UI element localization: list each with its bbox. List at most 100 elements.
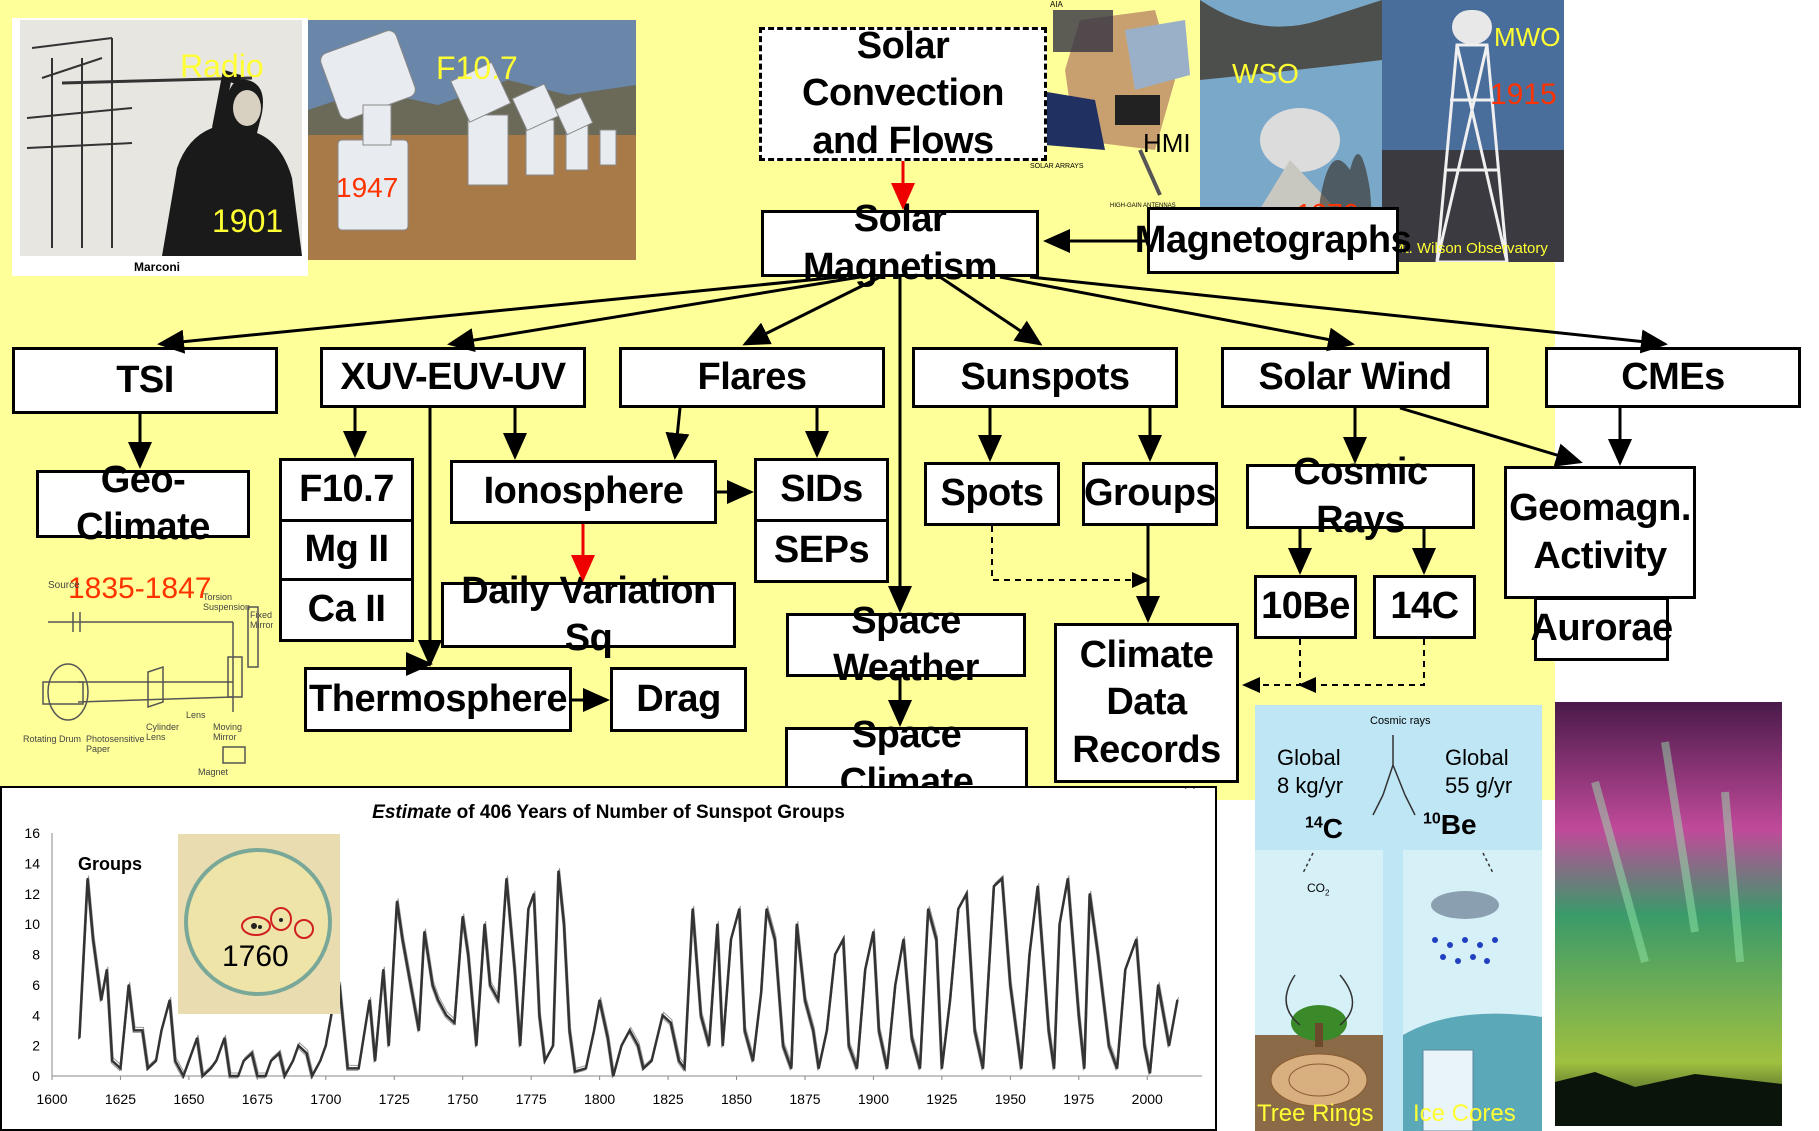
- data-point: [965, 892, 968, 895]
- mwo-caption: Mt. Wilson Observatory: [1392, 240, 1548, 257]
- box-cosmic-rays: Cosmic Rays: [1246, 451, 1475, 541]
- data-point: [513, 968, 516, 971]
- data-point: [765, 908, 768, 910]
- magnetometer-moving-label: Moving Mirror: [213, 722, 243, 742]
- data-point: [557, 870, 560, 872]
- box-groups: Groups: [1082, 462, 1218, 526]
- data-point: [941, 1067, 943, 1070]
- data-point: [201, 1075, 204, 1077]
- aurora-photo: [1555, 702, 1782, 1126]
- data-point: [160, 1029, 163, 1032]
- data-point: [92, 938, 94, 941]
- data-point: [357, 1067, 360, 1070]
- x-tick-label: 1950: [995, 1091, 1026, 1107]
- x-tick-label: 1725: [379, 1091, 410, 1107]
- data-point: [774, 938, 776, 941]
- marconi-radio-label: Radio: [180, 48, 264, 84]
- data-point: [86, 877, 89, 880]
- data-point: [431, 984, 434, 986]
- data-point: [826, 1029, 828, 1032]
- box-mg2: Mg II: [279, 519, 414, 581]
- data-point: [237, 1075, 239, 1077]
- data-point: [1083, 1067, 1086, 1070]
- data-point: [716, 923, 719, 925]
- data-point: [1009, 984, 1012, 986]
- data-point: [401, 938, 404, 941]
- box-aurorae: Aurorae: [1530, 597, 1673, 661]
- data-point: [182, 1075, 185, 1077]
- x-tick-label: 1800: [584, 1091, 615, 1107]
- data-point: [708, 1044, 710, 1047]
- data-point: [738, 908, 741, 910]
- data-point: [598, 999, 601, 1001]
- f107-photo-label: F10.7: [436, 50, 518, 86]
- data-point: [878, 1029, 880, 1032]
- data-point: [215, 1060, 218, 1062]
- box-magnetographs: Magnetographs: [1135, 207, 1412, 274]
- data-point: [620, 1044, 623, 1047]
- data-point: [467, 953, 469, 956]
- x-tick-label: 1675: [242, 1091, 273, 1107]
- cosmic-ray-diagram: Cosmic rays Global 8 kg/yr Global 55 g/y…: [1255, 705, 1542, 1131]
- data-point: [527, 908, 530, 910]
- data-point: [790, 1067, 793, 1070]
- x-tick-label: 1750: [447, 1091, 478, 1107]
- x-tick-label: 1850: [721, 1091, 752, 1107]
- data-point: [210, 1067, 212, 1070]
- be10-text: Be: [1440, 809, 1477, 840]
- box-xuv: XUV-EUV-UV: [320, 347, 586, 408]
- data-point: [993, 885, 995, 887]
- chart-title-rest: of 406 Years of Number of Sunspot Groups: [451, 802, 845, 823]
- data-point: [834, 953, 836, 956]
- magnetometer-torsion-label: Torsion Suspension: [203, 592, 251, 612]
- box-tsi: TSI: [12, 347, 278, 414]
- y-tick-label: 8: [32, 947, 40, 963]
- box-daily-variation: Daily Variation Sq: [441, 570, 736, 659]
- data-point: [1116, 1067, 1118, 1070]
- magnetometer-paper-label: Photosensitive Paper: [86, 734, 145, 754]
- box-solar-magnetism: Solar Magnetism: [761, 198, 1039, 288]
- data-point: [782, 1044, 784, 1047]
- data-point: [752, 1060, 754, 1062]
- box-thermosphere: Thermosphere: [304, 667, 572, 732]
- hmi-diagram: AIA SOLAR ARRAYS HIGH-GAIN ANTENNAS HMI: [1025, 0, 1200, 210]
- data-point: [270, 1060, 272, 1062]
- data-point: [856, 1067, 858, 1070]
- magnetometer-year: 1835-1847: [68, 572, 212, 605]
- chart-ylabel: Groups: [78, 854, 143, 874]
- box-sunspots: Sunspots: [912, 347, 1178, 408]
- magnetometer-cylinder-label: Cylinder Lens: [146, 722, 180, 742]
- marconi-image: [20, 20, 302, 256]
- x-tick-label: 1625: [105, 1091, 136, 1107]
- data-point: [264, 1075, 267, 1077]
- data-point: [1088, 892, 1091, 895]
- data-point: [795, 923, 798, 925]
- cosmic-rate-right: 55 g/yr: [1445, 773, 1513, 798]
- box-geomagn-activity: Geomagn. Activity: [1504, 466, 1696, 599]
- data-point: [544, 1060, 546, 1062]
- data-point: [678, 1060, 680, 1062]
- data-point: [111, 1060, 114, 1062]
- data-point: [538, 1014, 541, 1017]
- chart-inset-sun: 1760: [178, 834, 340, 1014]
- box-seps: SEPs: [754, 519, 889, 583]
- x-tick-label: 1925: [926, 1091, 957, 1107]
- box-climate-data-records: Climate Data Records: [1054, 623, 1239, 783]
- hmi-aia-label: AIA: [1050, 0, 1063, 9]
- data-point: [155, 1060, 157, 1062]
- hmi-solar-arrays-label: SOLAR ARRAYS: [1030, 163, 1084, 170]
- marconi-photo: Radio 1901 Marconi: [12, 18, 308, 276]
- data-point: [927, 908, 929, 910]
- y-tick-label: 10: [24, 916, 40, 932]
- box-ca2: Ca II: [279, 578, 414, 642]
- data-point: [552, 1044, 554, 1047]
- f107-photo: F10.7 1947: [308, 20, 636, 260]
- wso-label: WSO: [1232, 58, 1299, 89]
- data-point: [700, 1014, 702, 1017]
- data-point: [445, 1014, 448, 1017]
- data-point: [483, 923, 486, 925]
- magnetometer-source-label: Source: [48, 580, 80, 591]
- data-point: [256, 1075, 259, 1077]
- x-tick-label: 1975: [1063, 1091, 1094, 1107]
- data-point: [1143, 1044, 1146, 1047]
